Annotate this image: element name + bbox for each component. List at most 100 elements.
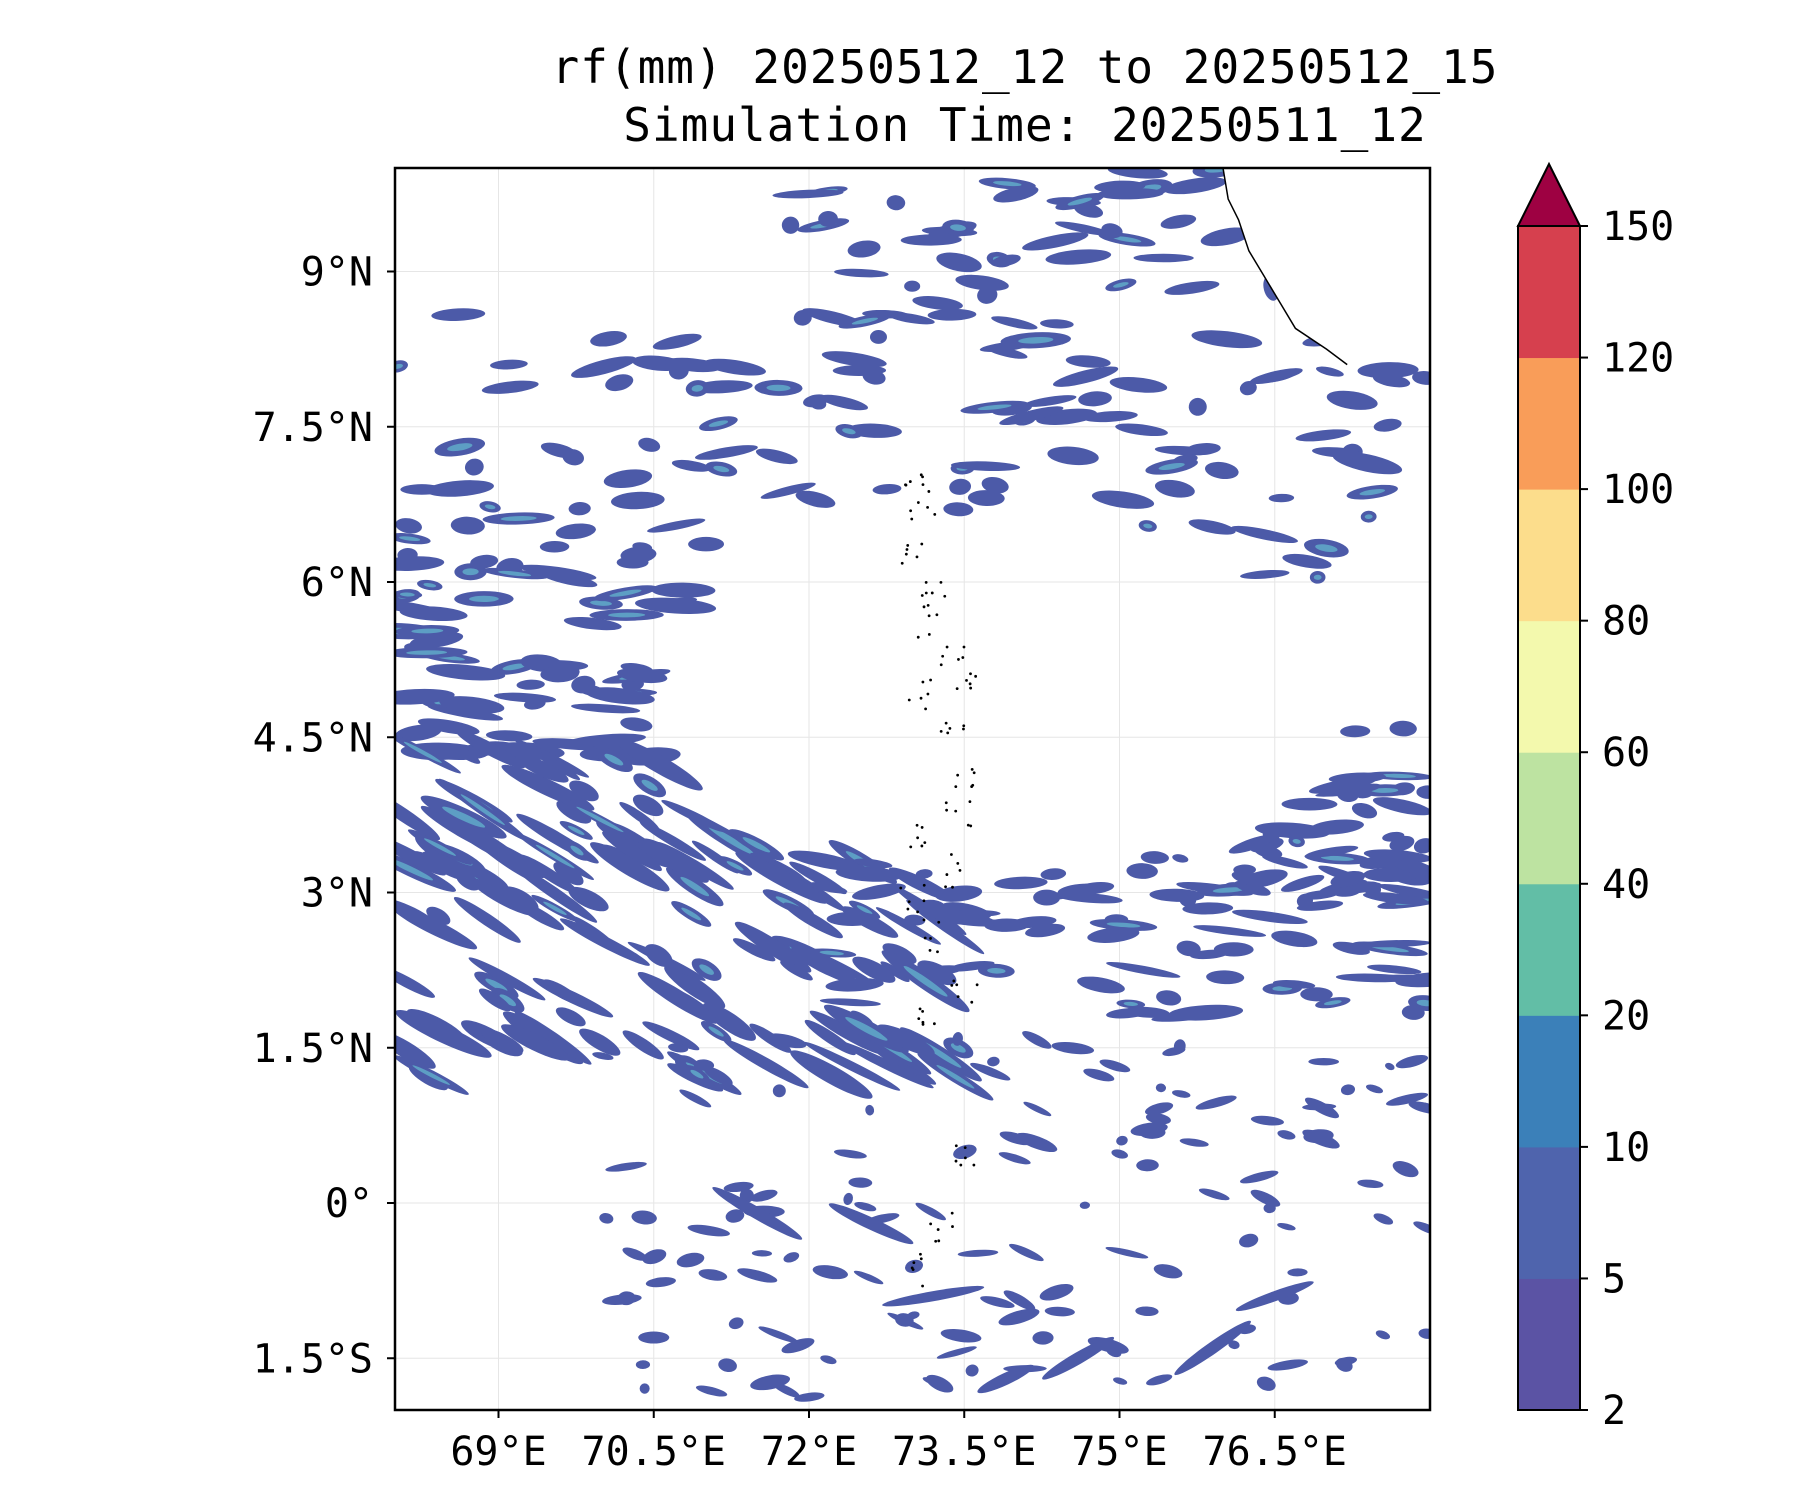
atoll-dot: [921, 483, 925, 486]
rain-cell: [1105, 1246, 1149, 1259]
rain-cell: [703, 1066, 733, 1086]
rain-cell: [638, 1331, 670, 1344]
rain-cell: [1239, 1233, 1259, 1248]
rain-cell: [687, 1224, 730, 1237]
rain-cell: [1164, 280, 1220, 295]
rain-cell: [1106, 961, 1181, 978]
rain-cell: [1040, 868, 1067, 880]
atoll-dot: [937, 920, 941, 924]
rain-cell: [631, 1210, 657, 1225]
rain-cell-core: [856, 905, 873, 915]
rain-cell: [904, 914, 926, 926]
rain-cell: [734, 921, 812, 973]
atoll-dot: [909, 509, 913, 513]
rain-cell: [421, 851, 475, 882]
rain-cell: [562, 449, 584, 466]
atoll-dot: [926, 604, 930, 607]
rain-cell: [1256, 1376, 1276, 1391]
rain-cell: [1200, 227, 1252, 247]
atoll-dot: [907, 900, 911, 904]
rain-cell: [1373, 418, 1402, 432]
rain-cell: [1365, 1084, 1384, 1094]
rain-cell: [1155, 1083, 1167, 1093]
rain-cell: [1065, 355, 1111, 368]
chart-title-line1: rf(mm) 20250512_12 to 20250512_15: [551, 40, 1499, 94]
rain-cell: [1168, 1004, 1244, 1021]
rain-cell-core: [1364, 514, 1373, 520]
rain-cell-core: [977, 404, 1012, 411]
atoll-dot: [910, 517, 914, 521]
rain-cell: [999, 1131, 1033, 1146]
rain-cell: [1372, 797, 1430, 816]
rain-cell: [579, 1028, 621, 1056]
rain-cell: [1182, 902, 1234, 915]
y-tick-label: 9°N: [301, 250, 373, 296]
atoll-dot: [920, 844, 924, 848]
rain-cell-core: [842, 428, 856, 435]
y-tick-label: 1.5°N: [253, 1026, 373, 1072]
rain-cell: [427, 704, 503, 721]
rain-cell: [1385, 1092, 1429, 1106]
colorbar-tick-label: 150: [1602, 204, 1674, 250]
rain-cell: [728, 1317, 744, 1330]
atoll-dot: [908, 480, 912, 483]
colorbar-tick-label: 60: [1602, 730, 1650, 776]
rain-cell: [617, 668, 668, 684]
rain-cell: [605, 1161, 647, 1172]
rain-cell: [1385, 1062, 1395, 1071]
colorbar-segment: [1518, 489, 1580, 622]
rain-cell: [1328, 772, 1386, 784]
rain-cell: [1228, 834, 1277, 854]
rain-cell: [1213, 942, 1254, 957]
rain-cell: [991, 316, 1038, 330]
rain-cell: [783, 1252, 800, 1263]
rain-cell-core: [460, 794, 505, 826]
rain-cell-core: [412, 1065, 451, 1085]
rain-cell: [635, 597, 717, 615]
rain-cell-core: [851, 317, 878, 325]
rain-cell: [1375, 1330, 1391, 1340]
rain-cell: [668, 1043, 689, 1053]
rain-cell: [1333, 783, 1382, 796]
rain-cell: [1003, 1290, 1036, 1311]
rain-cell: [1051, 1041, 1095, 1055]
atoll-dot: [954, 1144, 958, 1148]
rain-cell: [1135, 1306, 1159, 1317]
atoll-dot: [909, 845, 913, 849]
atoll-dot: [921, 1020, 925, 1024]
rain-cell: [853, 858, 893, 869]
rain-cell: [1340, 725, 1371, 738]
atoll-dot: [899, 886, 903, 890]
rain-cell-core: [1371, 787, 1399, 793]
rain-cell: [1250, 1189, 1281, 1207]
rain-cell-core: [576, 806, 624, 833]
rain-cell: [694, 445, 758, 460]
rain-cell: [1106, 1007, 1150, 1019]
rain-cell: [695, 1385, 728, 1397]
rain-cell: [468, 957, 546, 1001]
atoll-dot: [963, 1156, 967, 1160]
rain-cell: [922, 1377, 945, 1387]
atoll-dot: [924, 580, 928, 584]
atoll-dot: [949, 853, 953, 856]
rain-cell: [1272, 980, 1316, 989]
coastline-india: [1222, 168, 1348, 366]
colorbar-tick-label: 10: [1602, 1125, 1650, 1171]
rain-cell: [639, 821, 707, 861]
rain-cell: [900, 234, 962, 246]
rain-cell: [652, 333, 702, 350]
rain-cell: [1032, 1331, 1054, 1345]
rain-cell: [605, 374, 634, 392]
rain-cell: [1363, 892, 1428, 905]
rain-cell: [839, 1041, 934, 1089]
rain-cell-core: [498, 570, 532, 577]
rain-cell: [1277, 1130, 1296, 1140]
rain-cell: [644, 944, 673, 967]
rain-cell: [568, 886, 609, 912]
rain-cell: [470, 554, 499, 569]
rain-cell: [395, 836, 446, 876]
atoll-dot: [929, 678, 932, 682]
rain-cell-core: [680, 876, 710, 897]
x-tick-label: 69°E: [450, 1429, 546, 1475]
atoll-dot: [929, 1222, 933, 1226]
